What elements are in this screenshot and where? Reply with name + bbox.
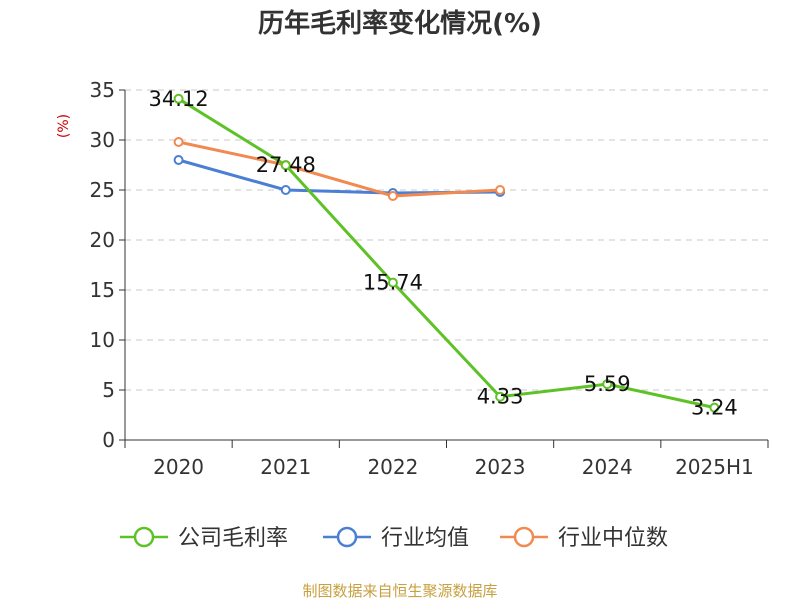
y-axis-unit-label: (%): [56, 114, 72, 138]
data-label: 5.59: [584, 372, 631, 396]
data-label: 34.12: [149, 87, 209, 111]
axes: 0 5 10 15 20 25 30 35 2020 2021 2022 2023 2024 2025H1: [90, 78, 769, 479]
chart-title: 历年毛利率变化情况(%): [258, 8, 542, 39]
series-point: [387, 277, 398, 288]
legend-label: 行业中位数: [558, 526, 668, 551]
grid-lines: [125, 89, 768, 391]
series-point: [495, 391, 506, 402]
source-note: 制图数据来自恒生聚源数据库: [302, 582, 497, 600]
y-tick-label: 0: [102, 428, 115, 452]
legend-label: 公司毛利率: [178, 526, 288, 551]
data-label: 3.24: [691, 396, 738, 420]
x-tick-label: 2021: [260, 455, 311, 479]
series-point: [173, 137, 184, 147]
y-tick-label: 5: [102, 378, 115, 402]
x-tick-label: 2023: [475, 455, 526, 479]
x-tick-label: 2022: [367, 455, 418, 479]
series-lines: [173, 93, 720, 413]
series-point: [280, 160, 291, 171]
series-point: [495, 185, 506, 195]
x-tick-label: 2024: [582, 455, 633, 479]
series-line: [178, 140, 501, 198]
data-label: 27.48: [256, 153, 316, 177]
data-label: 15.74: [363, 271, 423, 295]
x-tick-label: 2020: [153, 455, 204, 479]
y-tick-label: 25: [90, 178, 115, 202]
y-tick-label: 20: [90, 228, 115, 252]
series-point: [602, 379, 613, 390]
series-point: [173, 93, 184, 104]
series-point: [173, 155, 184, 165]
legend-label: 行业均值: [381, 526, 469, 551]
legend-marker: [513, 526, 535, 548]
y-tick-label: 15: [90, 278, 115, 302]
series-line: [177, 97, 715, 410]
y-tick-label: 35: [90, 78, 115, 102]
series-point: [709, 402, 720, 413]
y-tick-label: 10: [90, 328, 115, 352]
data-labels: 34.12 27.48 15.74 4.33 5.59 3.24: [149, 87, 738, 420]
legend-marker: [336, 526, 358, 548]
x-tick-label: 2025H1: [675, 455, 754, 479]
legend: 公司毛利率 行业均值 行业中位数: [120, 526, 668, 551]
legend-marker: [133, 526, 155, 548]
data-label: 4.33: [477, 385, 524, 409]
series-point: [280, 185, 291, 195]
series-line: [178, 158, 501, 195]
y-tick-label: 30: [90, 128, 115, 152]
series-point: [387, 191, 398, 201]
